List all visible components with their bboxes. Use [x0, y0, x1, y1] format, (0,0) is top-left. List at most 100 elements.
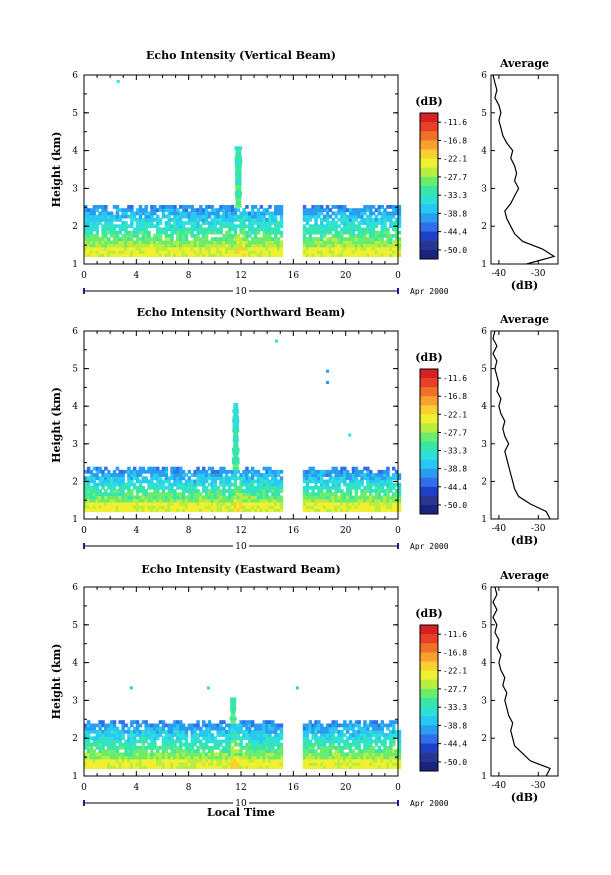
- heatmap-cell: [314, 495, 318, 500]
- heatmap-cell: [337, 495, 341, 500]
- heatmap-cell: [216, 742, 220, 747]
- heatmap-cell: [199, 498, 203, 503]
- heatmap-cell: [202, 733, 206, 737]
- heatmap-cell: [337, 253, 341, 257]
- heatmap-cell: [176, 720, 180, 724]
- heatmap-cell: [230, 700, 237, 705]
- heatmap-cell: [242, 240, 246, 245]
- heatmap-cell: [345, 726, 350, 731]
- heatmap-cell: [239, 749, 243, 753]
- heatmap-cell: [141, 733, 146, 737]
- heatmap-cell: [164, 253, 169, 257]
- heatmap-cell: [216, 508, 220, 513]
- heatmap-cell: [170, 742, 174, 747]
- heatmap-cell: [314, 227, 318, 232]
- heatmap-cell: [236, 237, 241, 241]
- heatmap-cell: [345, 508, 350, 513]
- heatmap-cell: [233, 492, 238, 497]
- heatmap-cell: [210, 221, 215, 225]
- heatmap-cell: [161, 720, 166, 724]
- heatmap-cell: [322, 227, 327, 232]
- heatmap-cell: [138, 237, 143, 241]
- heatmap-cell: [196, 723, 200, 728]
- heatmap-cell: [302, 485, 307, 490]
- heatmap-cell: [138, 495, 143, 500]
- heatmap-cell: [242, 217, 246, 222]
- heatmap-cell: [164, 466, 169, 471]
- average-frame: [490, 330, 559, 520]
- heatmap-cell: [389, 485, 393, 490]
- heatmap-cell: [179, 755, 183, 760]
- heatmap-cell: [207, 227, 212, 232]
- heatmap-cell: [331, 205, 335, 209]
- heatmap-cell: [357, 243, 361, 248]
- average-y-tick-label: 2: [481, 734, 487, 744]
- heatmap-cell: [219, 765, 223, 769]
- heatmap-cell: [135, 230, 140, 235]
- heatmap-cell: [317, 224, 321, 229]
- heatmap-cell: [147, 221, 151, 225]
- heatmap-cell: [377, 489, 382, 493]
- heatmap-cell: [271, 482, 275, 487]
- heatmap-cell: [150, 253, 154, 257]
- heatmap-cell: [392, 739, 396, 744]
- heatmap-cell: [343, 224, 347, 229]
- heatmap-cell: [196, 250, 200, 254]
- heatmap-cell: [98, 733, 102, 737]
- heatmap-cell: [230, 224, 235, 229]
- heatmap-cell: [86, 469, 91, 474]
- heatmap-cell: [127, 466, 131, 471]
- heatmap-cell: [248, 726, 252, 731]
- heatmap-cell: [325, 736, 330, 741]
- heatmap-cell: [345, 473, 350, 477]
- heatmap-cell: [371, 211, 376, 216]
- heatmap-cell: [89, 736, 94, 741]
- heatmap-cell: [138, 243, 143, 248]
- heatmap-cell: [271, 230, 275, 235]
- heatmap-cell: [386, 205, 390, 209]
- heatmap-cell: [153, 765, 157, 769]
- heatmap-cell: [98, 745, 102, 750]
- heatmap-cell: [132, 508, 137, 513]
- heatmap-cell: [389, 742, 393, 747]
- heatmap-cell: [386, 473, 390, 477]
- heatmap-cell: [248, 736, 252, 741]
- heatmap-cell: [348, 230, 353, 235]
- heatmap-cell: [392, 221, 396, 225]
- colorbar-swatch: [420, 625, 438, 635]
- heatmap-cell: [204, 217, 209, 222]
- heatmap-cell: [196, 214, 200, 219]
- heatmap-cell: [202, 495, 206, 500]
- heatmap-cell: [176, 765, 180, 769]
- heatmap-cell: [276, 205, 281, 209]
- heatmap-cell: [351, 240, 356, 245]
- heatmap-cell: [199, 243, 203, 248]
- heatmap-cell: [279, 214, 284, 219]
- heatmap-cell: [121, 240, 125, 245]
- heatmap-cell: [245, 466, 249, 471]
- heatmap-cell: [89, 240, 94, 245]
- heatmap-cell: [112, 482, 117, 487]
- heatmap-cell: [176, 243, 180, 248]
- heatmap-cell: [248, 224, 252, 229]
- heatmap-cell: [132, 466, 137, 471]
- heatmap-cell: [268, 736, 272, 741]
- heatmap-cell: [397, 489, 402, 493]
- heatmap-cell: [239, 720, 243, 724]
- heatmap-cell: [230, 723, 235, 728]
- heatmap-cell: [236, 723, 241, 728]
- heatmap-cell: [150, 749, 154, 753]
- heatmap-cell: [89, 246, 94, 251]
- heatmap-cell: [274, 505, 278, 509]
- heatmap-cell: [141, 720, 146, 724]
- heatmap-cell: [279, 498, 284, 503]
- heatmap-cell: [196, 482, 200, 487]
- heatmap-cell: [107, 758, 111, 763]
- heatmap-cell: [127, 482, 131, 487]
- heatmap-cell: [89, 755, 94, 760]
- heatmap-cell: [161, 736, 166, 741]
- heatmap-cell: [394, 758, 399, 763]
- heatmap-cell: [397, 736, 402, 741]
- heatmap-cell: [383, 495, 387, 500]
- heatmap-cell: [124, 762, 128, 766]
